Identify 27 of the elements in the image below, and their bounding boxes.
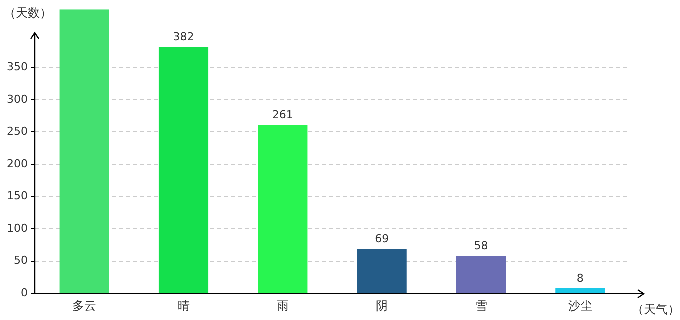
x-tick-label: 晴 bbox=[178, 298, 190, 313]
x-tick-label: 雪 bbox=[475, 298, 488, 313]
bar bbox=[556, 288, 606, 294]
x-tick-label: 多云 bbox=[72, 298, 97, 313]
bar bbox=[258, 125, 308, 294]
data-label: 58 bbox=[474, 240, 488, 253]
y-tick-label: 200 bbox=[7, 157, 28, 170]
bar bbox=[158, 47, 209, 294]
x-tick-label: 雨 bbox=[276, 298, 289, 313]
y-tick-label: 300 bbox=[7, 92, 28, 106]
data-label: 382 bbox=[173, 30, 194, 44]
x-axis-title: （天气） bbox=[632, 302, 680, 317]
data-label: 69 bbox=[375, 232, 390, 246]
y-tick-label: 350 bbox=[7, 60, 28, 74]
data-label: 8 bbox=[576, 272, 584, 285]
y-tick-label: 50 bbox=[14, 254, 28, 268]
x-tick-label: 阴 bbox=[376, 298, 388, 313]
y-axis-title: （天数） bbox=[4, 6, 52, 20]
y-tick-label: 150 bbox=[7, 190, 28, 203]
data-label: 261 bbox=[272, 108, 294, 122]
y-tick-label: 0 bbox=[21, 286, 28, 300]
bar bbox=[60, 10, 110, 294]
bar bbox=[456, 256, 506, 294]
y-tick-label: 100 bbox=[7, 222, 28, 235]
y-tick-label: 250 bbox=[7, 125, 28, 138]
x-tick-label: 沙尘 bbox=[568, 298, 592, 313]
bar bbox=[357, 249, 407, 294]
